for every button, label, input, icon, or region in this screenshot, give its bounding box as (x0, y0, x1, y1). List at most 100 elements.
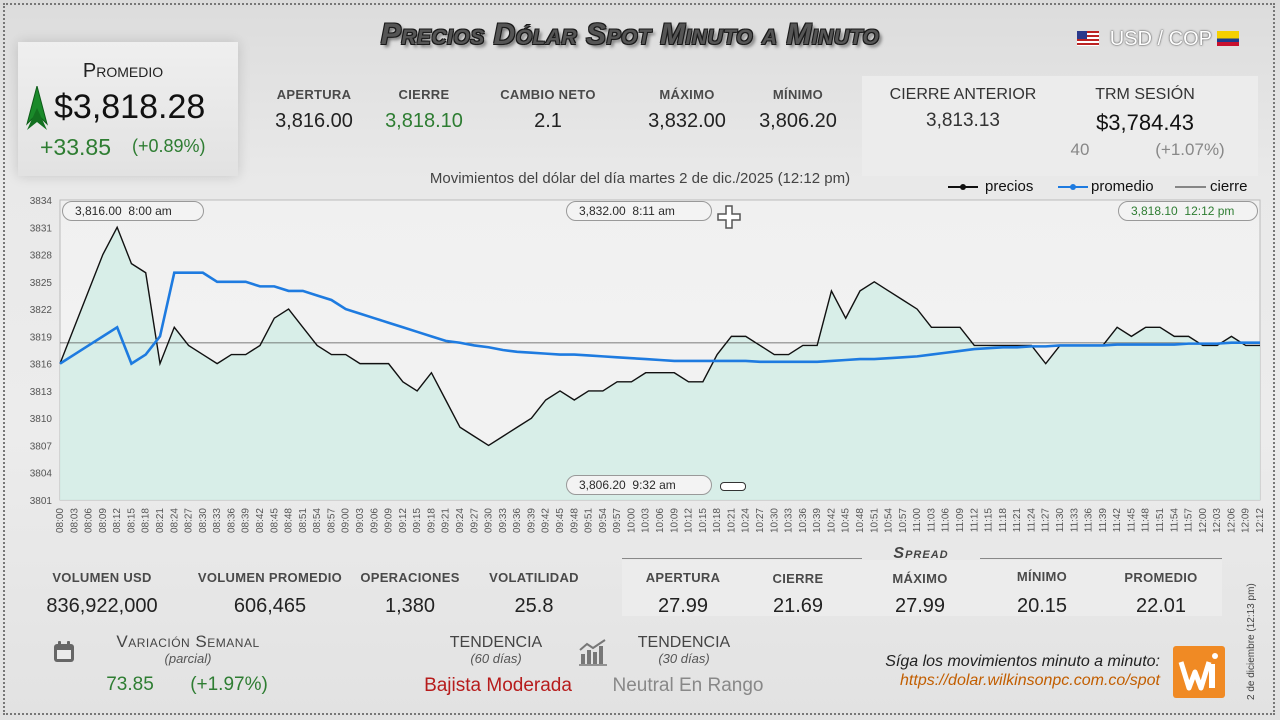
x-tick-label-70: 11:30 (1055, 508, 1066, 533)
x-tick-label-13: 08:39 (241, 508, 252, 533)
spread-label-4: PROMEDIO (1124, 570, 1198, 585)
x-tick-label-49: 10:27 (755, 508, 766, 533)
x-tick-label-80: 12:00 (1198, 508, 1209, 533)
variacion-value: 73.85 (106, 674, 154, 695)
close-tag-time: 12:12 pm (1184, 204, 1235, 218)
x-tick-label-66: 11:18 (998, 508, 1009, 533)
spread-label-0: APERTURA (645, 570, 721, 585)
spread-value-1: 21.69 (772, 595, 824, 617)
x-tick-label-12: 08:36 (226, 508, 237, 533)
x-tick-label-6: 08:18 (141, 508, 152, 533)
x-tick-label-33: 09:39 (526, 508, 537, 533)
x-tick-label-34: 09:42 (541, 508, 552, 533)
bottom-stat-value-0: 836,922,000 (46, 595, 158, 617)
x-tick-label-26: 09:18 (426, 508, 437, 533)
spread-label-3: MÍNIMO (1016, 569, 1068, 584)
promedio-box: Promedio $3,818.28 +33.85 (+0.89%) (18, 42, 238, 176)
y-tick-label-10: 3831 (30, 223, 53, 234)
y-tick-label-9: 3828 (30, 251, 53, 262)
x-tick-label-5: 08:15 (126, 508, 137, 533)
x-tick-label-47: 10:21 (726, 508, 737, 533)
tendencia60-sub: (60 días) (470, 651, 522, 666)
scroll-handle[interactable] (720, 482, 746, 491)
y-tick-label-5: 3816 (30, 360, 53, 371)
trm-change: 40 (1070, 140, 1090, 159)
x-tick-label-60: 11:00 (912, 508, 923, 533)
x-tick-label-3: 08:09 (98, 508, 109, 533)
max-tag: 3,832.00 8:11 am (566, 201, 712, 221)
x-tick-label-84: 12:12 (1255, 508, 1266, 533)
x-tick-label-37: 09:51 (584, 508, 595, 533)
cierre-anterior-label: CIERRE ANTERIOR (889, 86, 1037, 103)
x-tick-label-0: 08:00 (55, 508, 66, 533)
x-tick-label-77: 11:51 (1155, 508, 1166, 533)
x-tick-label-63: 11:09 (955, 508, 966, 533)
x-tick-label-32: 09:36 (512, 508, 523, 533)
bottom-stat-label-0: VOLUMEN USD (52, 570, 152, 585)
x-tick-label-74: 11:42 (1112, 508, 1123, 533)
trm-label: TRM SESIÓN (1095, 86, 1195, 103)
x-tick-label-50: 10:30 (769, 508, 780, 533)
wilkinson-logo-icon[interactable] (1173, 646, 1225, 698)
bottom-stat-value-3: 25.8 (514, 595, 554, 617)
min-tag-time: 9:32 am (632, 478, 676, 492)
tendencia30-value: Neutral En Rango (612, 675, 764, 696)
trend-chart-icon (579, 639, 607, 666)
x-tick-label-62: 11:06 (941, 508, 952, 533)
side-date: 2 de diciembre (12:13 pm) (1246, 583, 1257, 700)
spread-box (622, 560, 1222, 616)
crosshair-icon[interactable] (716, 204, 742, 230)
x-tick-label-64: 11:12 (969, 508, 980, 533)
x-tick-label-53: 10:39 (812, 508, 823, 533)
y-tick-label-6: 3819 (30, 332, 53, 343)
x-tick-label-59: 10:57 (898, 508, 909, 533)
x-tick-label-10: 08:30 (198, 508, 209, 533)
y-tick-label-0: 3801 (30, 496, 53, 507)
x-tick-label-61: 11:03 (926, 508, 937, 533)
x-tick-label-57: 10:51 (869, 508, 880, 533)
stat-label-1: CIERRE (398, 87, 450, 102)
x-tick-label-76: 11:48 (1141, 508, 1152, 533)
x-tick-label-79: 11:57 (1184, 508, 1195, 533)
x-tick-label-22: 09:06 (369, 508, 380, 533)
chart-legend: precios promedio cierre (948, 178, 1258, 201)
variacion-sub: (parcial) (164, 651, 212, 666)
tendencia30-label: TENDENCIA (637, 634, 731, 651)
price-area (60, 227, 1260, 500)
trm-value: $3,784.43 (1096, 110, 1194, 135)
legend-precios: precios (985, 178, 1034, 195)
price-chart[interactable]: 3801 3804 3807 3810 3813 3816 3819 3822 3825 3828… (0, 195, 1280, 545)
trm-change-pct: (+1.07%) (1155, 140, 1225, 159)
cierre-anterior-value: 3,813.13 (926, 110, 1000, 131)
x-tick-label-83: 12:09 (1241, 508, 1252, 533)
x-tick-label-17: 08:51 (298, 508, 309, 533)
x-tick-label-25: 09:15 (412, 508, 423, 533)
x-tick-label-27: 09:21 (441, 508, 452, 533)
spread-value-0: 27.99 (657, 595, 709, 617)
bottom-stat-value-2: 1,380 (384, 595, 436, 617)
legend-promedio-dot (1070, 184, 1076, 190)
footer-url[interactable]: https://dolar.wilkinsonpc.com.co/spot (900, 672, 1160, 689)
x-tick-label-72: 11:36 (1084, 508, 1095, 533)
x-tick-label-51: 10:33 (784, 508, 795, 533)
promedio-series-line (59, 271, 1260, 366)
stat-label-4: MÍNIMO (772, 87, 824, 102)
us-flag-icon (1077, 31, 1099, 46)
x-tick-label-65: 11:15 (984, 508, 995, 533)
promedio-label: Promedio (82, 60, 164, 82)
y-tick-label-8: 3825 (30, 278, 53, 289)
y-tick-label-2: 3807 (30, 441, 53, 452)
calendar-icon (54, 641, 74, 662)
close-tag-price: 3,818.10 (1131, 204, 1178, 218)
x-tick-label-42: 10:06 (655, 508, 666, 533)
x-tick-label-69: 11:27 (1041, 508, 1052, 533)
stat-label-3: MÁXIMO (659, 87, 715, 102)
x-tick-label-45: 10:15 (698, 508, 709, 533)
tendencia60-value: Bajista Moderada (424, 675, 572, 696)
x-tick-label-19: 08:57 (326, 508, 337, 533)
open-tag-time: 8:00 am (128, 204, 172, 218)
y-tick-label-11: 3834 (30, 196, 53, 207)
max-tag-price: 3,832.00 (579, 204, 626, 218)
x-tick-label-52: 10:36 (798, 508, 809, 533)
promedio-change: +33.85 (40, 134, 111, 160)
